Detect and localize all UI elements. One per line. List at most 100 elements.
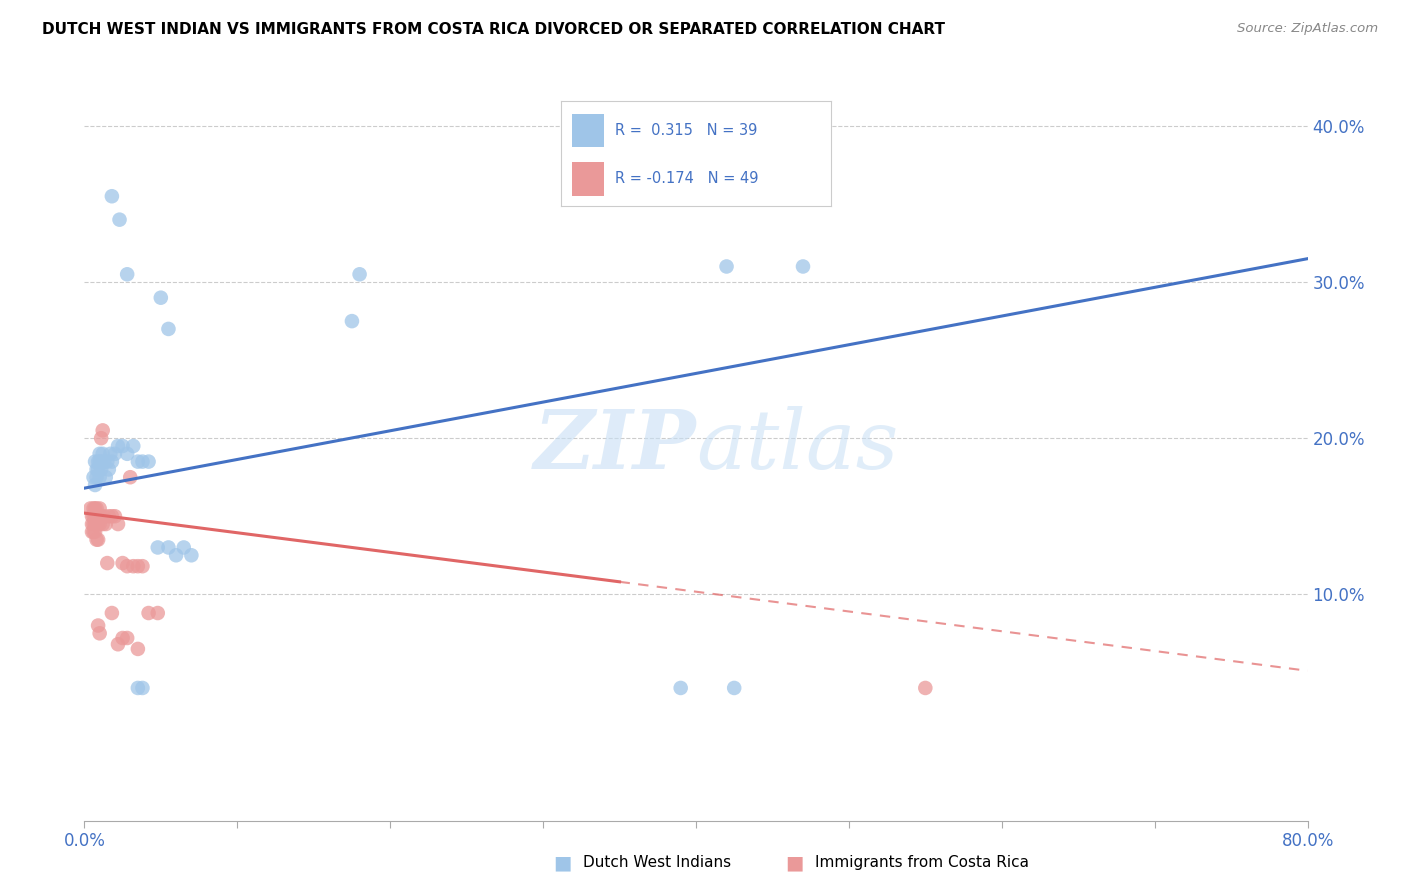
Point bbox=[122, 559, 145, 574]
Point bbox=[86, 533, 108, 547]
Point bbox=[97, 462, 120, 476]
Point bbox=[104, 509, 127, 524]
Point bbox=[86, 462, 108, 476]
Point bbox=[104, 447, 127, 461]
Point bbox=[89, 501, 111, 516]
Point bbox=[792, 260, 814, 274]
Point bbox=[349, 268, 371, 282]
Point bbox=[101, 189, 124, 203]
Point bbox=[87, 533, 110, 547]
Text: Dutch West Indians: Dutch West Indians bbox=[583, 855, 731, 870]
Point bbox=[108, 212, 131, 227]
Point bbox=[127, 681, 149, 695]
Point bbox=[86, 509, 108, 524]
Point bbox=[89, 509, 111, 524]
Point bbox=[127, 642, 149, 657]
Point bbox=[84, 501, 107, 516]
Point bbox=[89, 626, 111, 640]
Point bbox=[96, 556, 118, 570]
Point bbox=[107, 439, 129, 453]
Point bbox=[716, 260, 738, 274]
Point bbox=[165, 548, 187, 563]
Point bbox=[87, 618, 110, 632]
Point bbox=[83, 470, 105, 484]
Point bbox=[93, 455, 115, 469]
Point bbox=[94, 470, 117, 484]
Point bbox=[83, 524, 105, 539]
Point bbox=[101, 509, 124, 524]
Point bbox=[80, 509, 103, 524]
Text: DUTCH WEST INDIAN VS IMMIGRANTS FROM COSTA RICA DIVORCED OR SEPARATED CORRELATIO: DUTCH WEST INDIAN VS IMMIGRANTS FROM COS… bbox=[42, 22, 945, 37]
Point bbox=[84, 524, 107, 539]
Text: ■: ■ bbox=[553, 853, 572, 872]
Point bbox=[723, 681, 745, 695]
Point bbox=[115, 559, 138, 574]
Point bbox=[96, 455, 118, 469]
Point bbox=[127, 559, 149, 574]
Point bbox=[84, 517, 107, 532]
Point bbox=[94, 517, 117, 532]
Point bbox=[91, 447, 114, 461]
Point bbox=[111, 556, 134, 570]
Point bbox=[89, 517, 111, 532]
Point bbox=[89, 447, 111, 461]
Point bbox=[97, 509, 120, 524]
Point bbox=[107, 637, 129, 651]
Point bbox=[127, 455, 149, 469]
Point bbox=[89, 470, 111, 484]
Point bbox=[84, 478, 107, 492]
Point bbox=[87, 462, 110, 476]
Text: Source: ZipAtlas.com: Source: ZipAtlas.com bbox=[1237, 22, 1378, 36]
Point bbox=[115, 447, 138, 461]
Point bbox=[86, 517, 108, 532]
Point bbox=[86, 501, 108, 516]
Point bbox=[157, 541, 180, 555]
Point bbox=[149, 291, 172, 305]
Point bbox=[91, 517, 114, 532]
Text: ZIP: ZIP bbox=[533, 406, 696, 486]
Point bbox=[86, 470, 108, 484]
Point bbox=[84, 509, 107, 524]
Point bbox=[669, 681, 692, 695]
Point bbox=[138, 455, 160, 469]
Point bbox=[157, 322, 180, 336]
Point bbox=[101, 606, 124, 620]
Point bbox=[87, 517, 110, 532]
Point bbox=[111, 439, 134, 453]
Point bbox=[107, 517, 129, 532]
Point bbox=[173, 541, 195, 555]
Text: atlas: atlas bbox=[696, 406, 898, 486]
Point bbox=[146, 606, 169, 620]
Point bbox=[79, 501, 101, 516]
Point bbox=[914, 681, 936, 695]
Point bbox=[146, 541, 169, 555]
Point bbox=[180, 548, 202, 563]
Text: Immigrants from Costa Rica: Immigrants from Costa Rica bbox=[815, 855, 1029, 870]
Point bbox=[115, 268, 138, 282]
Text: ■: ■ bbox=[785, 853, 804, 872]
Point bbox=[80, 524, 103, 539]
Point bbox=[83, 517, 105, 532]
Point bbox=[87, 509, 110, 524]
Point bbox=[90, 462, 112, 476]
Point bbox=[90, 509, 112, 524]
Point bbox=[340, 314, 363, 328]
Point bbox=[101, 455, 124, 469]
Point bbox=[83, 509, 105, 524]
Point bbox=[111, 631, 134, 645]
Point bbox=[80, 517, 103, 532]
Point bbox=[131, 681, 153, 695]
Point bbox=[84, 455, 107, 469]
Point bbox=[89, 455, 111, 469]
Point bbox=[93, 509, 115, 524]
Point bbox=[120, 470, 142, 484]
Point bbox=[122, 439, 145, 453]
Point bbox=[131, 455, 153, 469]
Point bbox=[90, 431, 112, 445]
Point bbox=[90, 455, 112, 469]
Point bbox=[115, 631, 138, 645]
Point bbox=[98, 447, 121, 461]
Point bbox=[131, 559, 153, 574]
Point bbox=[83, 501, 105, 516]
Point bbox=[87, 455, 110, 469]
